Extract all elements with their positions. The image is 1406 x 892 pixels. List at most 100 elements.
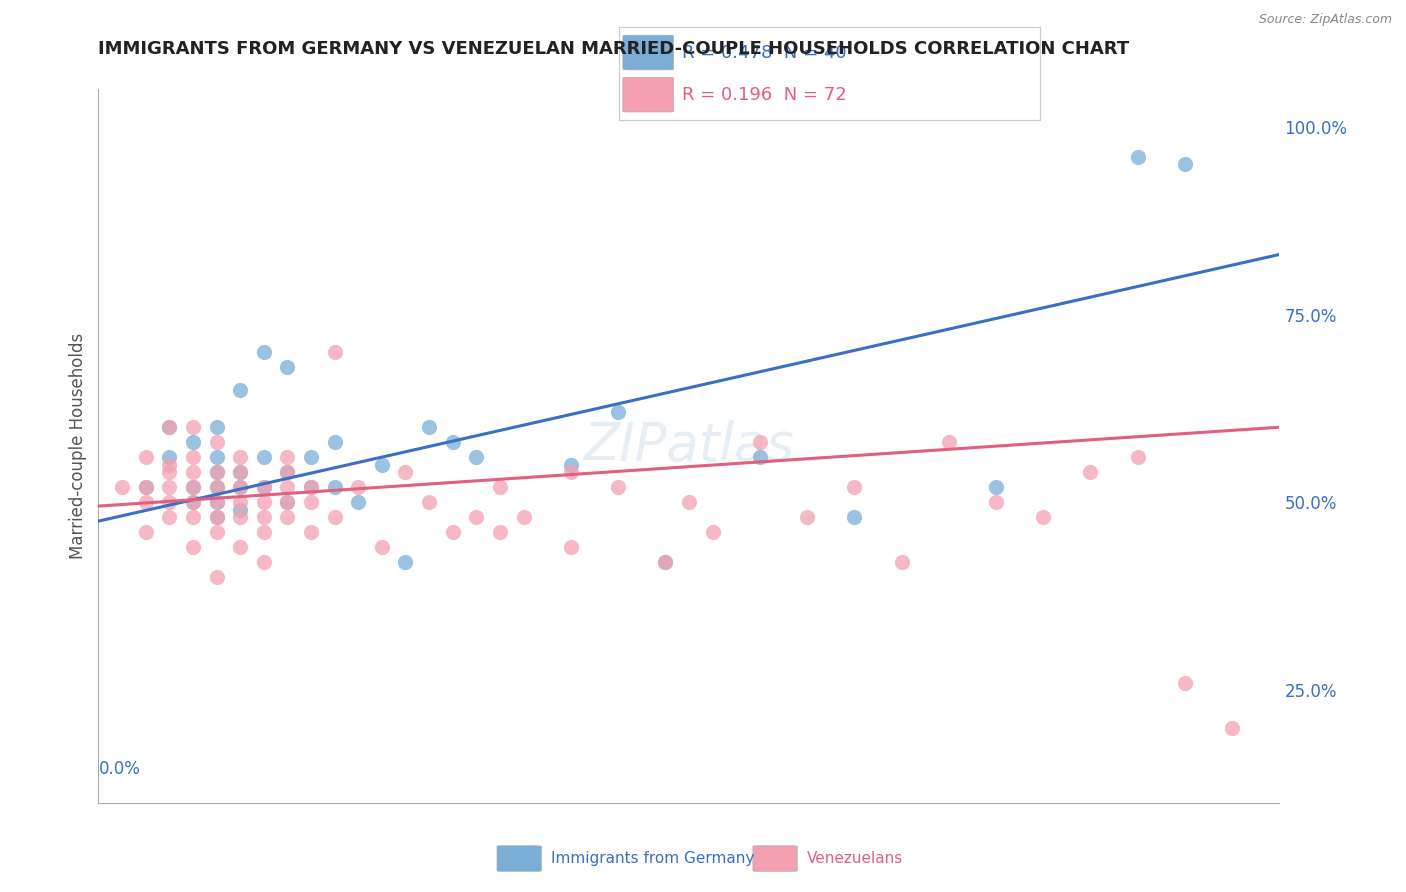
Point bbox=[253, 495, 276, 509]
Point bbox=[205, 510, 228, 524]
Point bbox=[135, 495, 157, 509]
Point bbox=[205, 570, 228, 584]
Point bbox=[1126, 450, 1149, 465]
Point bbox=[938, 435, 960, 450]
Y-axis label: Married-couple Households: Married-couple Households bbox=[69, 333, 87, 559]
Point bbox=[276, 495, 298, 509]
Point bbox=[276, 450, 298, 465]
Point bbox=[607, 480, 630, 494]
Point bbox=[229, 480, 252, 494]
Point bbox=[890, 556, 912, 570]
Point bbox=[1174, 157, 1197, 171]
Point bbox=[654, 556, 676, 570]
Point bbox=[229, 510, 252, 524]
Point bbox=[253, 556, 276, 570]
Point bbox=[371, 541, 394, 555]
Point bbox=[844, 510, 866, 524]
Point bbox=[229, 480, 252, 494]
Point bbox=[205, 450, 228, 465]
Point bbox=[748, 435, 770, 450]
Point bbox=[984, 495, 1007, 509]
Point bbox=[276, 360, 298, 375]
Point bbox=[181, 510, 204, 524]
Point bbox=[844, 480, 866, 494]
Point bbox=[371, 458, 394, 472]
Point bbox=[1080, 465, 1102, 479]
Text: Immigrants from Germany: Immigrants from Germany bbox=[551, 851, 755, 866]
Point bbox=[181, 480, 204, 494]
Point bbox=[157, 420, 180, 434]
Point bbox=[748, 450, 770, 465]
Point bbox=[181, 420, 204, 434]
Point bbox=[441, 435, 464, 450]
Point bbox=[512, 510, 534, 524]
Point bbox=[418, 495, 440, 509]
Point bbox=[299, 480, 322, 494]
Point bbox=[229, 465, 252, 479]
Point bbox=[135, 480, 157, 494]
Text: 0.0%: 0.0% bbox=[98, 760, 141, 778]
FancyBboxPatch shape bbox=[623, 35, 673, 70]
Point bbox=[276, 480, 298, 494]
Point bbox=[323, 480, 346, 494]
Point bbox=[394, 465, 416, 479]
Point bbox=[394, 556, 416, 570]
Point bbox=[205, 480, 228, 494]
Point bbox=[253, 525, 276, 540]
Point bbox=[489, 525, 512, 540]
Point bbox=[796, 510, 818, 524]
Point bbox=[299, 450, 322, 465]
Point bbox=[181, 450, 204, 465]
Point bbox=[181, 541, 204, 555]
Point bbox=[229, 495, 252, 509]
Point bbox=[111, 480, 134, 494]
Point bbox=[323, 435, 346, 450]
Point bbox=[299, 480, 322, 494]
Point bbox=[323, 345, 346, 359]
Point bbox=[560, 465, 582, 479]
Point bbox=[276, 465, 298, 479]
Point bbox=[489, 480, 512, 494]
Point bbox=[299, 525, 322, 540]
FancyBboxPatch shape bbox=[623, 78, 673, 112]
Point bbox=[157, 420, 180, 434]
Point bbox=[205, 495, 228, 509]
Point bbox=[181, 435, 204, 450]
FancyBboxPatch shape bbox=[498, 846, 541, 871]
Point bbox=[253, 450, 276, 465]
Point bbox=[229, 450, 252, 465]
Point bbox=[229, 503, 252, 517]
Text: IMMIGRANTS FROM GERMANY VS VENEZUELAN MARRIED-COUPLE HOUSEHOLDS CORRELATION CHAR: IMMIGRANTS FROM GERMANY VS VENEZUELAN MA… bbox=[98, 40, 1129, 58]
Point bbox=[205, 435, 228, 450]
Point bbox=[253, 510, 276, 524]
Text: R = 0.478  N = 40: R = 0.478 N = 40 bbox=[682, 44, 846, 62]
Text: Venezuelans: Venezuelans bbox=[807, 851, 903, 866]
Point bbox=[205, 525, 228, 540]
Point bbox=[205, 495, 228, 509]
Point bbox=[678, 495, 700, 509]
Point bbox=[157, 510, 180, 524]
Point bbox=[702, 525, 724, 540]
Point bbox=[157, 465, 180, 479]
Point bbox=[181, 495, 204, 509]
Point bbox=[157, 495, 180, 509]
Point bbox=[654, 556, 676, 570]
Point bbox=[560, 458, 582, 472]
Point bbox=[1174, 675, 1197, 690]
Point bbox=[229, 383, 252, 397]
Point bbox=[205, 510, 228, 524]
Point bbox=[181, 480, 204, 494]
Point bbox=[135, 525, 157, 540]
Point bbox=[323, 510, 346, 524]
Point bbox=[253, 480, 276, 494]
Point bbox=[205, 480, 228, 494]
Point bbox=[181, 495, 204, 509]
Text: ZIPatlas: ZIPatlas bbox=[583, 420, 794, 472]
Point bbox=[135, 480, 157, 494]
Point bbox=[465, 510, 488, 524]
Point bbox=[984, 480, 1007, 494]
Point bbox=[299, 495, 322, 509]
Point bbox=[560, 541, 582, 555]
Point bbox=[135, 450, 157, 465]
Text: R = 0.196  N = 72: R = 0.196 N = 72 bbox=[682, 87, 846, 104]
